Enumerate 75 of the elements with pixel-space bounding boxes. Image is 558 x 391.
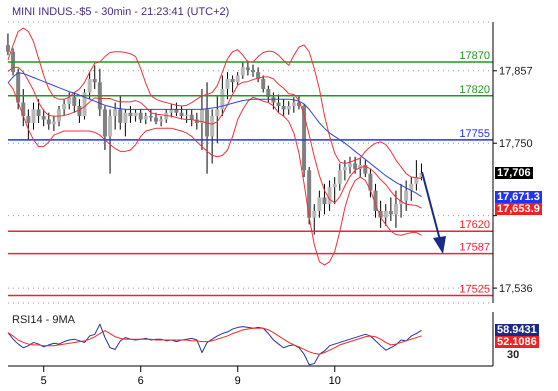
y-tick-label: 17,750: [499, 138, 533, 150]
candlestick: [6, 33, 10, 56]
candlestick: [236, 72, 240, 86]
candlestick: [368, 168, 372, 198]
y-tick-label: 17,536: [499, 283, 533, 296]
candlestick: [123, 108, 128, 137]
candlestick: [210, 108, 214, 164]
candlestick: [230, 74, 235, 93]
line-series: [8, 82, 422, 266]
candlestick: [52, 116, 56, 132]
candlestick: [31, 102, 36, 130]
candlestick: [154, 112, 158, 125]
candlestick: [180, 105, 184, 120]
candlestick: [200, 88, 204, 150]
text: 30: [506, 349, 520, 362]
chart-title: RSI14 - 9MA: [12, 314, 75, 326]
candlestick: [72, 92, 76, 114]
candlestick: [144, 112, 148, 125]
text: 58.9431: [495, 324, 539, 336]
x-tick-label: 10: [328, 375, 341, 387]
ref-line-label: 17820: [459, 84, 490, 96]
candlestick: [282, 98, 286, 117]
text: 17,706: [495, 166, 533, 179]
candlestick: [159, 116, 164, 127]
candlestick: [240, 61, 245, 80]
candlestick: [92, 64, 97, 90]
candlestick: [215, 95, 220, 144]
candlestick: [286, 100, 291, 116]
ref-line-label: 17620: [459, 219, 490, 232]
candlestick: [246, 60, 250, 76]
candlestick: [67, 92, 72, 110]
candlestick: [134, 108, 138, 122]
chart-title: MINI INDUS.-$5 - 30min - 21:23:41 (UTC+2): [12, 6, 230, 18]
candlestick: [225, 72, 230, 100]
candlestick: [128, 105, 132, 124]
ref-line-label: 17870: [459, 50, 490, 62]
candlestick: [21, 88, 26, 127]
text: 52.1086: [495, 336, 539, 348]
candlestick: [108, 108, 112, 174]
candlestick: [62, 98, 66, 117]
candlestick: [384, 204, 388, 226]
candlestick: [388, 196, 393, 222]
ref-line-label: 17525: [459, 284, 490, 296]
x-tick-label: 9: [234, 375, 241, 387]
candlestick: [404, 180, 408, 212]
y-tick-label: 17,857: [499, 66, 533, 78]
x-tick-label: 5: [40, 375, 47, 387]
candlestick: [118, 95, 122, 130]
ref-line-label: 17587: [459, 242, 490, 254]
candlestick: [394, 190, 398, 228]
candlestick: [36, 98, 41, 124]
candlestick: [113, 102, 118, 130]
candlestick: [251, 64, 255, 78]
candlestick: [292, 96, 296, 114]
text: 17,671.3: [495, 190, 542, 203]
candlestick: [338, 163, 342, 192]
candlestick: [312, 204, 316, 236]
candlestick: [88, 72, 92, 100]
ref-line-label: 17755: [459, 128, 490, 140]
candlestick: [26, 108, 30, 140]
candlestick: [322, 183, 326, 215]
text: 17,653.9: [495, 202, 542, 215]
candlestick: [276, 94, 281, 114]
candlestick: [348, 156, 352, 174]
candlestick: [46, 112, 51, 130]
candlestick: [148, 108, 153, 122]
candlestick: [261, 74, 266, 93]
candlestick: [57, 105, 61, 127]
candlestick: [353, 156, 358, 174]
x-tick-label: 6: [138, 375, 144, 387]
candlestick: [342, 160, 347, 181]
candlestick: [138, 108, 143, 124]
candlestick: [42, 108, 46, 127]
candlestick: [328, 180, 332, 212]
candlestick: [317, 190, 322, 218]
